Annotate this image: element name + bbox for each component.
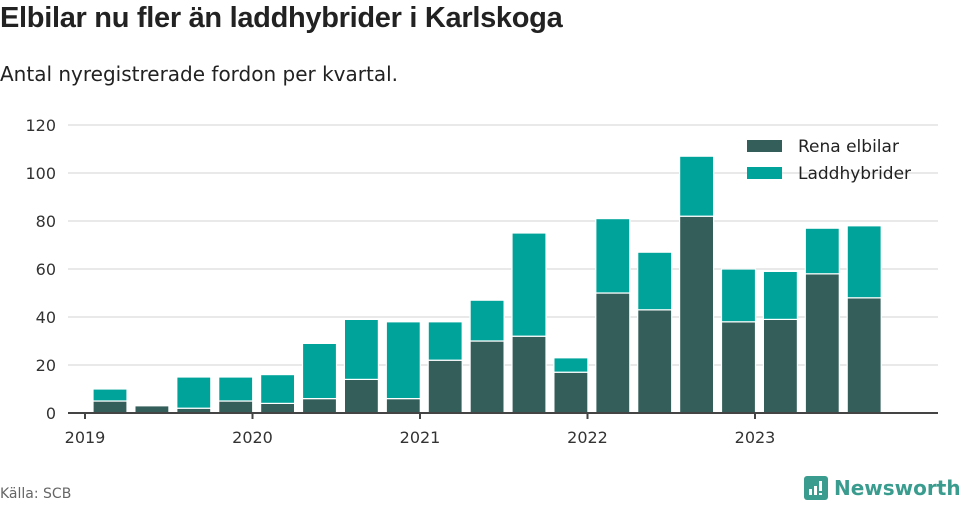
- bar-segment: [637, 309, 673, 414]
- bar-segment: [385, 321, 421, 400]
- y-tick-label: 40: [36, 308, 56, 327]
- source-note: Källa: SCB: [0, 486, 72, 502]
- y-tick-label: 60: [36, 260, 56, 279]
- bar-segment: [637, 251, 673, 311]
- x-tick-label: 2019: [65, 428, 106, 447]
- bar-segment: [301, 342, 338, 400]
- x-tick-label: 2023: [735, 428, 776, 447]
- brand-logo: Newsworthy: [804, 476, 960, 500]
- bar-segment: [678, 215, 715, 414]
- bar-segment: [846, 297, 882, 414]
- bar-segment: [553, 357, 589, 373]
- bar-segment: [218, 376, 254, 402]
- bar-segment: [92, 400, 128, 414]
- legend-swatch: [747, 140, 782, 152]
- bar-segment: [385, 398, 421, 414]
- bar-segment: [720, 321, 757, 414]
- bar-segment: [804, 273, 840, 414]
- y-tick-label: 0: [46, 404, 56, 423]
- bar-segment: [678, 155, 715, 217]
- bar-segment: [92, 388, 128, 402]
- bar-segment: [762, 270, 799, 320]
- bar-segment: [134, 405, 170, 414]
- chart-title: Elbilar nu fler än laddhybrider i Karlsk…: [0, 2, 563, 34]
- legend-swatch: [747, 167, 782, 179]
- y-tick-label: 120: [25, 116, 56, 135]
- y-tick-label: 100: [25, 164, 56, 183]
- bar-segment: [260, 402, 296, 414]
- legend-label: Laddhybrider: [798, 164, 911, 184]
- bar-segment: [511, 335, 547, 414]
- bar-segment: [260, 374, 296, 405]
- bar-segment: [595, 292, 631, 414]
- brand-name: Newsworthy: [834, 476, 960, 500]
- bar-segment: [469, 299, 505, 342]
- bar-segment: [427, 321, 463, 361]
- bar-segment: [427, 359, 463, 414]
- bar-segment: [301, 398, 338, 414]
- stacked-bar-chart: 0 20 40 60 80 100 120 2019 2020 2021 2022 2023 Rena …: [25, 116, 938, 447]
- bar-segment: [553, 371, 589, 414]
- x-tick-label: 2022: [567, 428, 608, 447]
- bar-segment: [218, 400, 254, 414]
- bar-segment: [511, 232, 547, 337]
- bar-segment: [343, 318, 379, 380]
- bar-segment: [176, 376, 212, 409]
- chart-subtitle: Antal nyregistrerade fordon per kvartal.: [0, 62, 399, 86]
- bar-segment: [804, 227, 840, 275]
- y-tick-label: 20: [36, 356, 56, 375]
- bar-segment: [762, 318, 799, 414]
- x-tick-label: 2021: [400, 428, 441, 447]
- bar-segment: [595, 218, 631, 294]
- x-tick-label: 2020: [232, 428, 273, 447]
- y-tick-label: 80: [36, 212, 56, 231]
- newsworthy-logo-icon: [804, 476, 828, 500]
- bar-segment: [720, 268, 757, 323]
- bar-segment: [846, 225, 882, 299]
- bar-segment: [343, 378, 379, 414]
- bar-segment: [469, 340, 505, 414]
- legend-label: Rena elbilar: [798, 137, 899, 157]
